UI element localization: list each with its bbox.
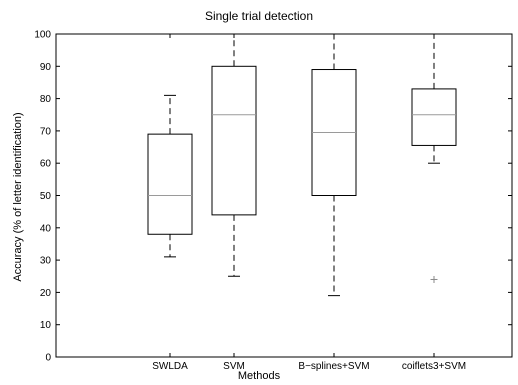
y-tick-label: 30 bbox=[40, 256, 52, 267]
y-tick-label: 50 bbox=[40, 191, 52, 202]
chart-title: Single trial detection bbox=[204, 9, 314, 23]
x-tick-label: SWLDA bbox=[152, 361, 188, 372]
plot-frame bbox=[55, 33, 513, 358]
x-axis-label: Methods bbox=[237, 370, 281, 382]
y-tick-label: 60 bbox=[40, 159, 52, 170]
y-tick-label: 0 bbox=[45, 353, 51, 364]
y-tick-label: 40 bbox=[40, 223, 52, 234]
y-tick-label: 80 bbox=[40, 94, 52, 105]
y-tick-label: 70 bbox=[40, 126, 52, 137]
y-tick-label: 10 bbox=[40, 320, 52, 331]
box-iqr bbox=[411, 88, 457, 146]
box-iqr bbox=[211, 65, 257, 216]
x-tick-label: coiflets3+SVM bbox=[402, 361, 466, 372]
y-tick-label: 100 bbox=[34, 30, 51, 41]
box-iqr bbox=[147, 133, 193, 235]
x-tick-label: B−splines+SVM bbox=[298, 361, 369, 372]
y-tick-label: 20 bbox=[40, 288, 52, 299]
x-tick-label: SVM bbox=[223, 361, 245, 372]
y-tick-label: 90 bbox=[40, 62, 52, 73]
